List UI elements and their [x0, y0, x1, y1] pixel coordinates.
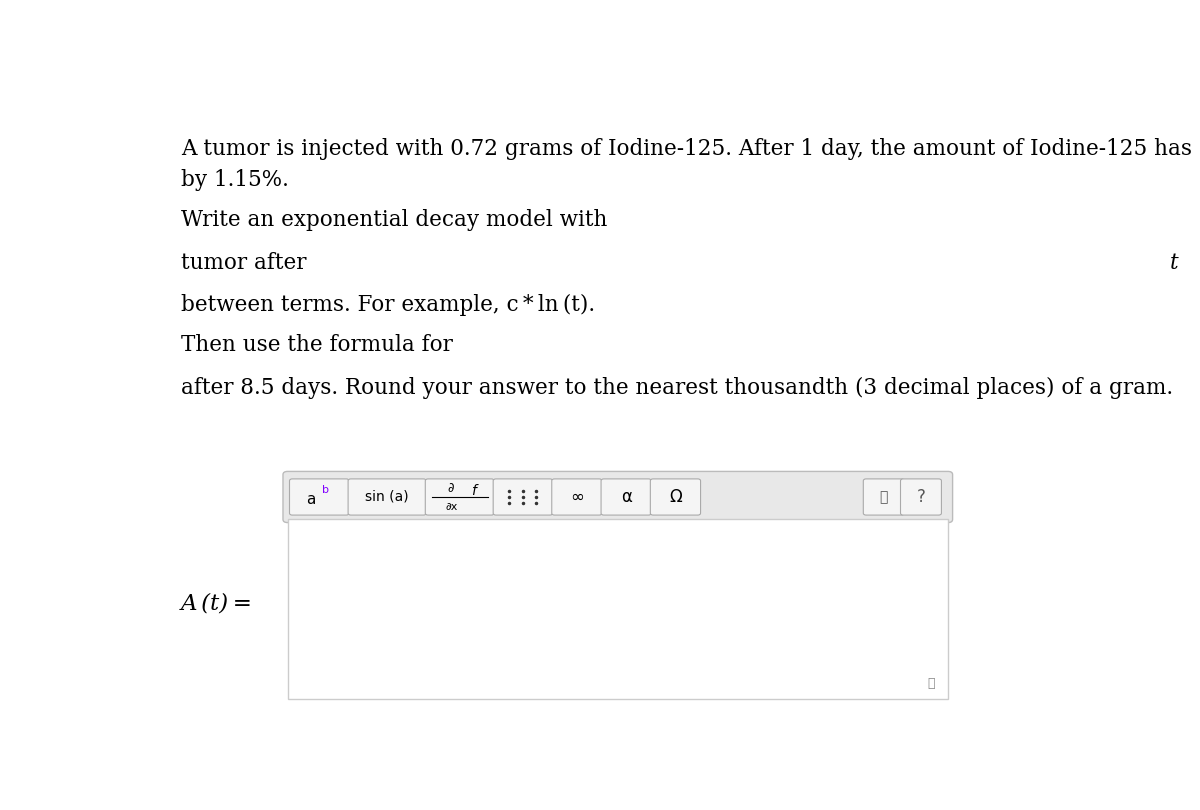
FancyBboxPatch shape [601, 479, 652, 515]
Text: ∂: ∂ [446, 482, 454, 495]
FancyBboxPatch shape [900, 479, 942, 515]
Text: Ω: Ω [670, 488, 682, 506]
Text: ?: ? [917, 488, 925, 506]
Text: Write an exponential decay model with: Write an exponential decay model with [181, 210, 614, 232]
FancyBboxPatch shape [283, 471, 953, 522]
Text: A (t) =: A (t) = [181, 592, 252, 614]
FancyBboxPatch shape [493, 479, 553, 515]
Text: b: b [323, 484, 329, 495]
Text: ∂x: ∂x [446, 502, 458, 512]
FancyBboxPatch shape [863, 479, 905, 515]
FancyBboxPatch shape [288, 519, 948, 699]
Text: after 8.5 days. Round your answer to the nearest thousandth (3 decimal places) o: after 8.5 days. Round your answer to the… [181, 377, 1172, 399]
Text: Then use the formula for: Then use the formula for [181, 335, 460, 356]
Text: t: t [1170, 252, 1178, 274]
Text: α: α [620, 488, 631, 506]
FancyBboxPatch shape [552, 479, 602, 515]
FancyBboxPatch shape [289, 479, 349, 515]
Text: 🗑: 🗑 [880, 490, 888, 504]
FancyBboxPatch shape [425, 479, 494, 515]
Text: sin (a): sin (a) [365, 490, 409, 504]
Text: A tumor is injected with 0.72 grams of Iodine-125. After 1 day, the amount of Io: A tumor is injected with 0.72 grams of I… [181, 138, 1200, 191]
Text: a: a [306, 492, 316, 507]
Text: f: f [472, 484, 476, 498]
FancyBboxPatch shape [348, 479, 426, 515]
Text: tumor after: tumor after [181, 252, 313, 274]
Text: ∞: ∞ [570, 488, 584, 506]
FancyBboxPatch shape [650, 479, 701, 515]
Text: between terms. For example, c * ln (t).: between terms. For example, c * ln (t). [181, 294, 595, 317]
Text: 📄: 📄 [928, 677, 935, 690]
